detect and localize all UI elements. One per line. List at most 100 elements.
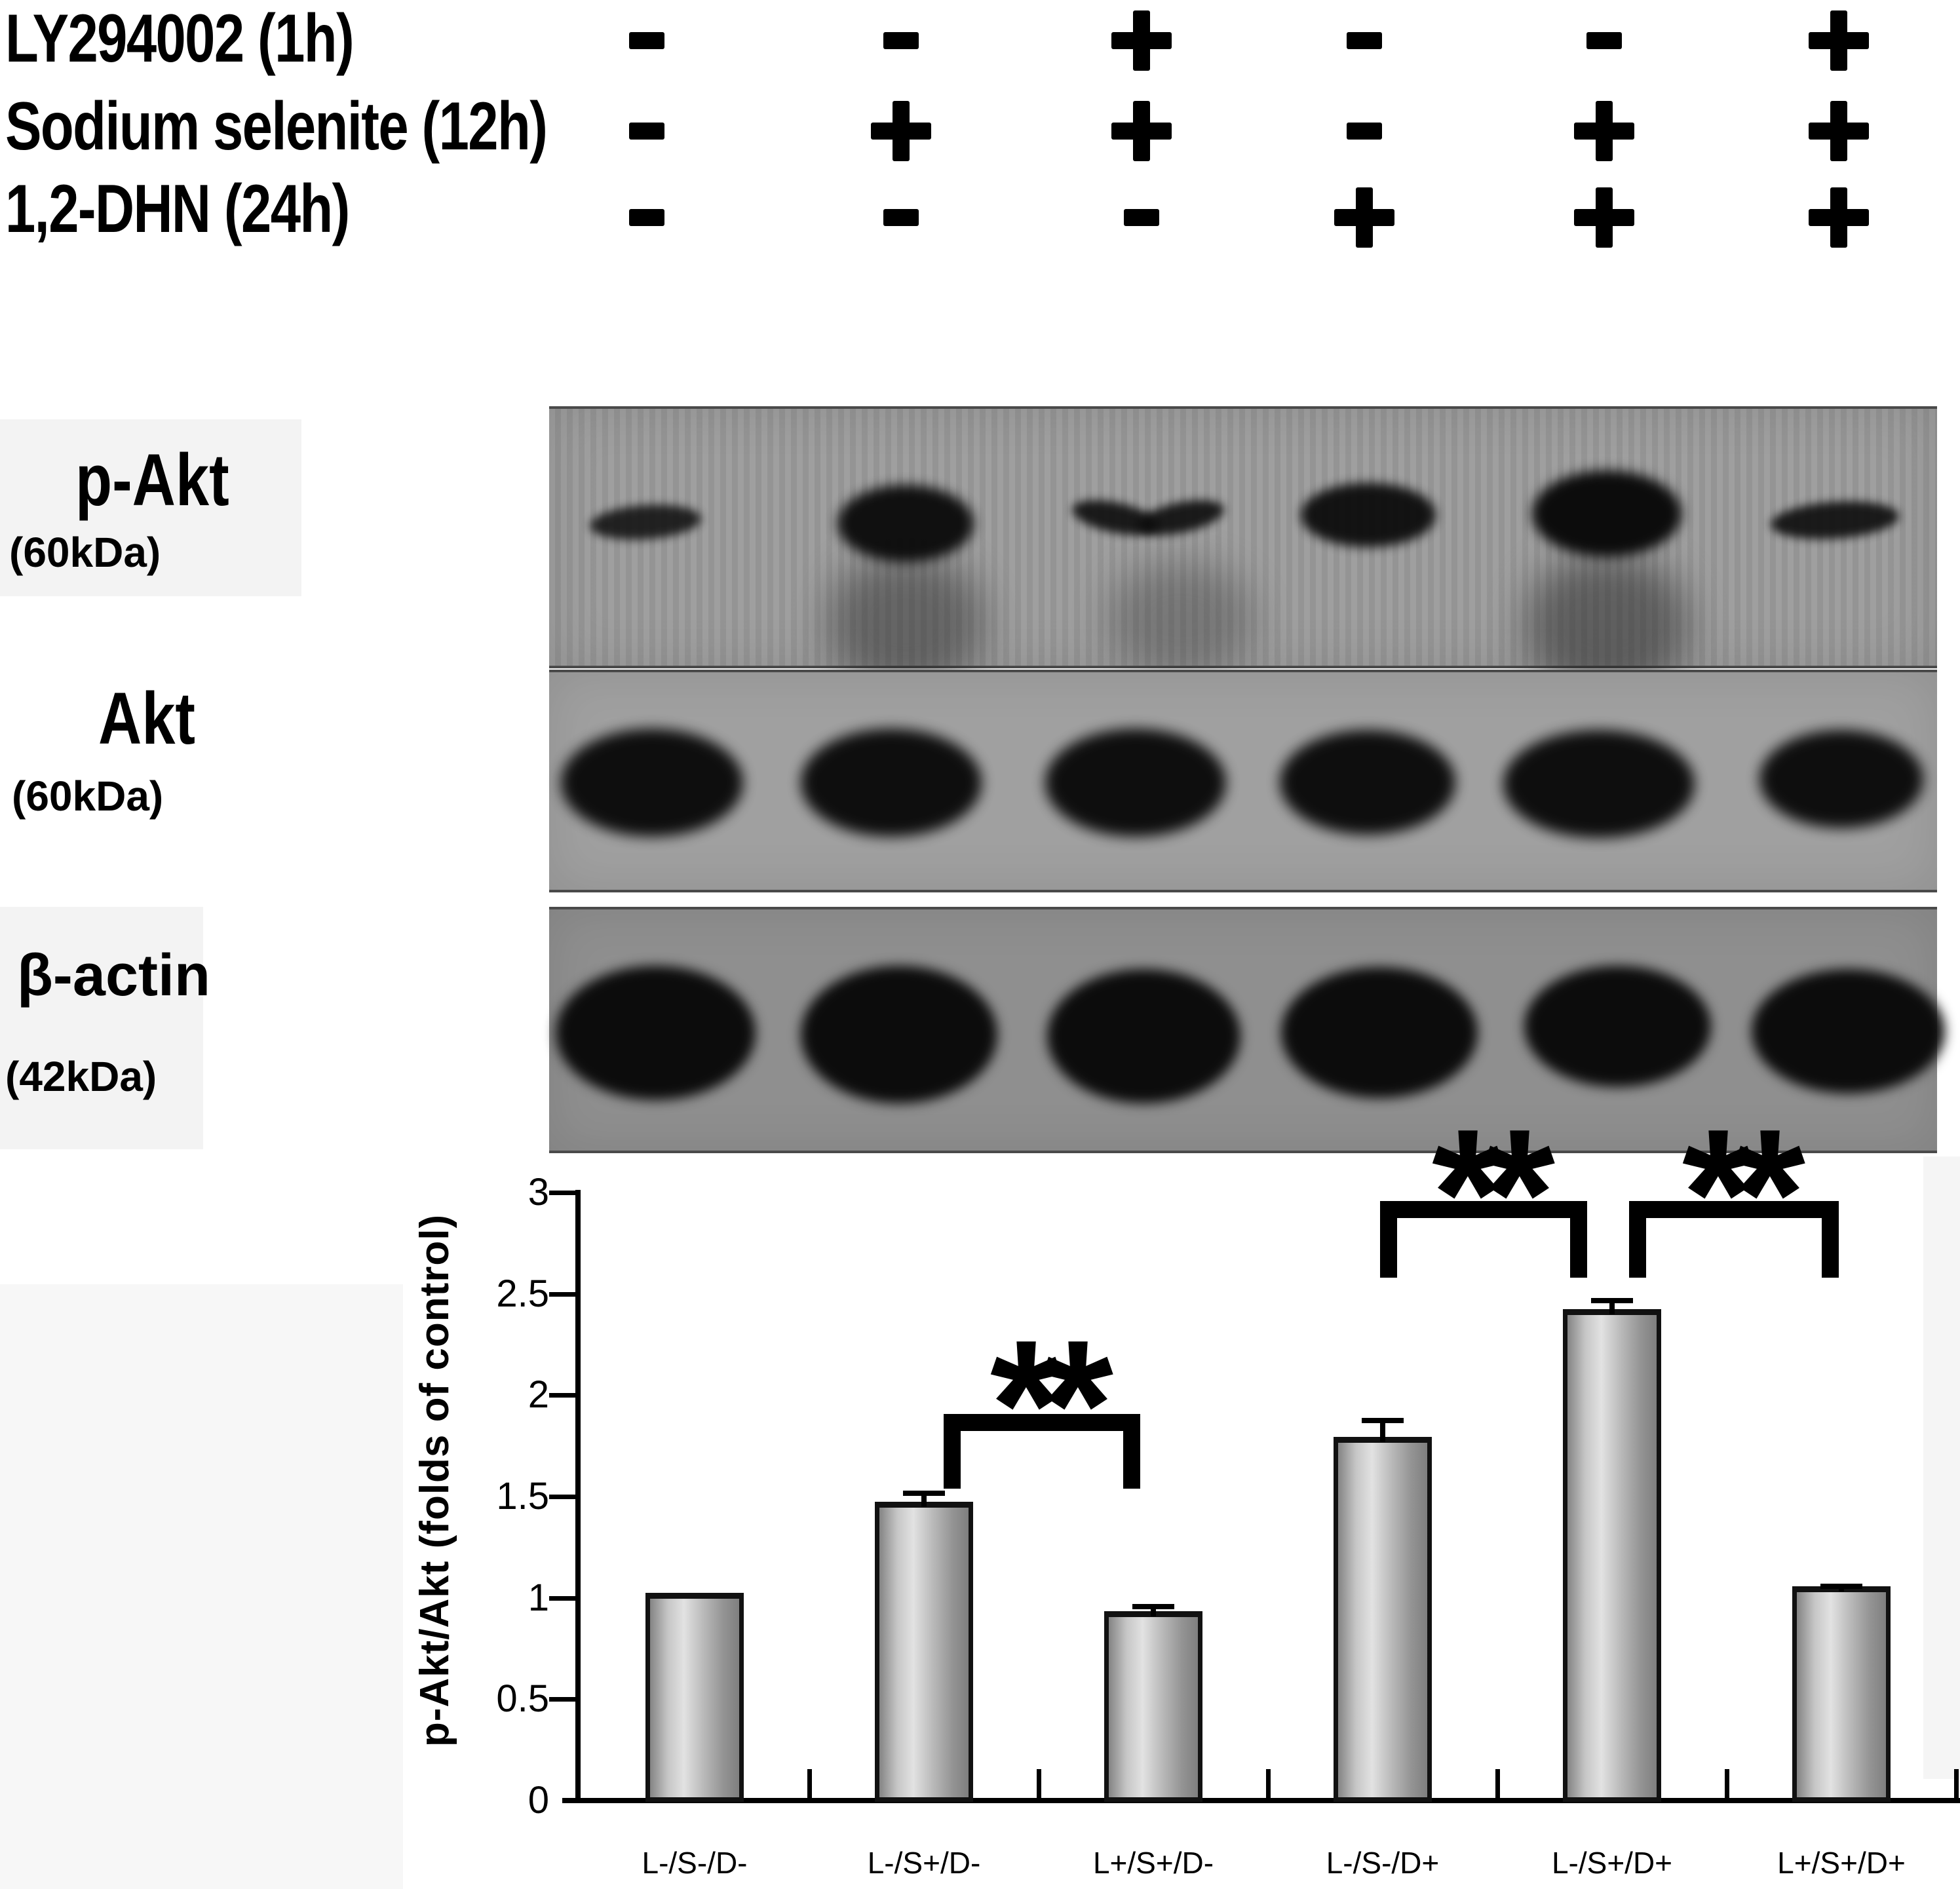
plus-sign: [1111, 101, 1172, 161]
x-axis-tick: [1037, 1769, 1041, 1798]
error-bar-stem: [921, 1490, 927, 1507]
y-axis-tick: [549, 1393, 575, 1398]
x-category-label: L+/S+/D+: [1777, 1846, 1906, 1880]
significance-bracket-leg: [944, 1414, 961, 1489]
plus-sign-vbar: [1596, 101, 1613, 161]
minus-sign: [629, 209, 664, 226]
blot-kda-beta-actin: (42kDa): [5, 1053, 157, 1100]
plus-sign: [1111, 10, 1172, 71]
x-category-label: L-/S-/D-: [642, 1846, 748, 1880]
plus-sign-vbar: [1133, 101, 1150, 161]
error-bar-cap: [903, 1490, 945, 1496]
blot-panel-beta-actin: [549, 907, 1945, 1153]
x-category-label: L-/S+/D+: [1551, 1846, 1673, 1880]
x-axis-tick: [1495, 1769, 1500, 1798]
y-tick-label: 0: [528, 1779, 549, 1822]
y-tick-label: 0.5: [496, 1677, 549, 1721]
treatment-label-sodium-selenite: Sodium selenite (12h): [5, 88, 548, 164]
scan-artifact: [1923, 1156, 1960, 1779]
error-bar-cap: [1591, 1298, 1633, 1304]
plus-sign-vbar: [1596, 187, 1613, 248]
significance-stars: **: [1682, 1092, 1805, 1296]
error-bar-cap: [1132, 1604, 1174, 1610]
blot-label-p-akt: p-Akt: [75, 439, 229, 521]
plus-sign-vbar: [1830, 10, 1847, 71]
blot-band-smear: [828, 556, 983, 687]
bar-5: [1792, 1586, 1891, 1802]
x-axis-line: [562, 1798, 1960, 1803]
scan-artifact: [0, 419, 301, 596]
bar-1: [875, 1501, 973, 1802]
plus-sign: [1809, 101, 1869, 161]
y-axis-tick: [549, 1191, 575, 1196]
scan-artifact: [0, 907, 203, 1149]
significance-bracket-leg: [1123, 1414, 1140, 1489]
y-tick-label: 3: [528, 1171, 549, 1214]
plus-sign: [1334, 187, 1394, 248]
x-axis-tick: [1725, 1769, 1729, 1798]
blot-band: [1759, 730, 1923, 828]
significance-stars: **: [990, 1303, 1113, 1507]
plus-sign-vbar: [893, 101, 910, 161]
blot-kda-akt: (60kDa): [12, 773, 164, 820]
blot-band: [837, 485, 974, 562]
blot-band: [801, 728, 982, 837]
significance-bracket-bar: [944, 1414, 1140, 1431]
significance-bracket-leg: [1629, 1201, 1646, 1278]
blot-band: [1280, 730, 1455, 835]
x-category-label: L-/S-/D+: [1326, 1846, 1440, 1880]
blot-label-beta-actin: β-actin: [17, 943, 210, 1008]
error-bar-stem: [1151, 1604, 1156, 1616]
y-axis-tick: [549, 1291, 575, 1297]
plus-sign: [871, 101, 931, 161]
x-axis-tick: [1266, 1769, 1271, 1798]
blot-band: [1503, 729, 1695, 838]
error-bar-cap: [1362, 1417, 1404, 1423]
blot-band: [1532, 470, 1681, 557]
minus-sign: [629, 32, 664, 49]
minus-sign: [1347, 123, 1382, 140]
y-axis-tick: [549, 1595, 575, 1601]
minus-sign: [629, 123, 664, 140]
y-tick-label: 2.5: [496, 1272, 549, 1315]
x-axis-tick: [807, 1769, 812, 1798]
blot-band: [1751, 969, 1945, 1094]
plus-sign: [1809, 10, 1869, 71]
bar-3: [1334, 1436, 1432, 1802]
y-axis-tick: [549, 1697, 575, 1702]
blot-band: [1045, 728, 1226, 837]
x-category-label: L+/S+/D-: [1092, 1846, 1214, 1880]
blot-band: [1134, 493, 1227, 542]
x-category-label: L-/S+/D-: [867, 1846, 981, 1880]
blot-band: [1524, 965, 1711, 1087]
significance-bracket-bar: [1629, 1201, 1839, 1218]
blot-band: [1769, 497, 1900, 543]
blot-panel-akt: [549, 670, 1937, 892]
bar-2: [1104, 1611, 1202, 1802]
plus-sign-vbar: [1830, 101, 1847, 161]
error-bar-stem: [1609, 1298, 1615, 1314]
significance-bracket-leg: [1380, 1201, 1397, 1278]
plus-sign-vbar: [1356, 187, 1373, 248]
plus-sign: [1574, 187, 1634, 248]
y-tick-label: 2: [528, 1373, 549, 1417]
treatment-label-dhn: 1,2-DHN (24h): [5, 171, 350, 247]
minus-sign: [1347, 32, 1382, 49]
significance-bracket-leg: [1570, 1201, 1587, 1278]
blot-band: [1301, 483, 1436, 547]
plus-sign-vbar: [1830, 187, 1847, 248]
error-bar-stem: [1380, 1417, 1385, 1442]
error-bar-cap: [1820, 1584, 1862, 1590]
blot-band: [561, 728, 743, 837]
blot-band: [588, 501, 702, 543]
blot-band: [801, 966, 997, 1103]
significance-stars: **: [1432, 1092, 1555, 1296]
y-tick-label: 1: [528, 1576, 549, 1619]
blot-band-smear: [1109, 563, 1253, 674]
minus-sign: [1124, 209, 1159, 226]
plus-sign: [1809, 187, 1869, 248]
treatment-label-ly294002: LY294002 (1h): [5, 1, 355, 77]
blot-panel-p-akt: [549, 406, 1937, 694]
bar-4: [1563, 1308, 1661, 1802]
